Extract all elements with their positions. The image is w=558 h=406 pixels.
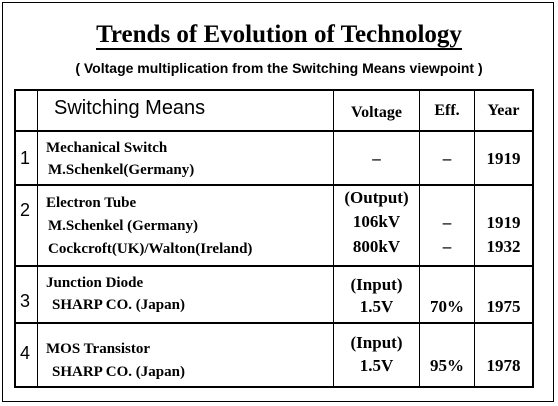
row-inventor: SHARP CO. (Japan): [52, 297, 185, 313]
row-inventor: M.Schenkel (Germany): [48, 218, 198, 234]
page-subtitle: ( Voltage multiplication from the Switch…: [75, 60, 483, 76]
col-divider: [37, 91, 38, 386]
header-eff: Eff.: [420, 100, 474, 122]
row-divider: [16, 265, 532, 267]
page-title: Trends of Evolution of Technology: [0, 20, 558, 50]
row-number: 3: [20, 291, 31, 311]
row-eff: –: [442, 213, 452, 232]
row-inventor: Cockcroft(UK)/Walton(Ireland): [48, 241, 253, 257]
row-voltage: 1.5V: [359, 356, 394, 375]
row-year: 1932: [486, 237, 521, 256]
row-note: (Input): [350, 275, 403, 294]
row-year: 1975: [486, 297, 521, 316]
row-divider: [16, 130, 532, 132]
technology-table: Switching Means Voltage Eff. Year 1 Mech…: [14, 89, 534, 388]
header-voltage-label: Voltage: [351, 104, 402, 121]
row-voltage: 800kV: [352, 237, 401, 256]
row-name: Junction Diode: [46, 275, 144, 291]
row-eff: 95%: [430, 356, 464, 375]
row-year: 1919: [486, 213, 521, 232]
row-eff: –: [442, 149, 452, 168]
row-divider: [16, 322, 532, 324]
header-year-label: Year: [487, 102, 520, 119]
col-divider: [333, 91, 334, 386]
header-voltage: Voltage: [334, 102, 419, 124]
row-inventor: M.Schenkel(Germany): [48, 162, 195, 178]
row-name: Electron Tube: [46, 195, 137, 211]
row-voltage: 106kV: [352, 212, 401, 231]
row-eff: –: [442, 237, 452, 256]
row-eff: 70%: [430, 297, 464, 316]
col-divider: [474, 91, 475, 386]
header-year: Year: [475, 100, 532, 122]
row-name: Mechanical Switch: [46, 140, 168, 156]
slide-frame: [2, 2, 554, 402]
header-eff-label: Eff.: [434, 102, 460, 119]
row-year: 1919: [486, 149, 521, 168]
row-divider: [16, 184, 532, 186]
row-voltage: 1.5V: [359, 297, 394, 316]
row-number: 4: [20, 343, 31, 363]
row-name: MOS Transistor: [46, 341, 151, 357]
title-text: Trends of Evolution of Technology: [96, 21, 462, 50]
row-voltage: –: [372, 149, 381, 168]
row-note: (Output): [344, 188, 409, 207]
row-inventor: SHARP CO. (Japan): [52, 364, 185, 380]
row-year: 1978: [486, 356, 521, 375]
row-number: 1: [20, 148, 31, 168]
header-switching-means: Switching Means: [54, 97, 206, 119]
row-number: 2: [20, 200, 31, 220]
col-divider: [419, 91, 420, 386]
row-note: (Input): [350, 333, 403, 352]
